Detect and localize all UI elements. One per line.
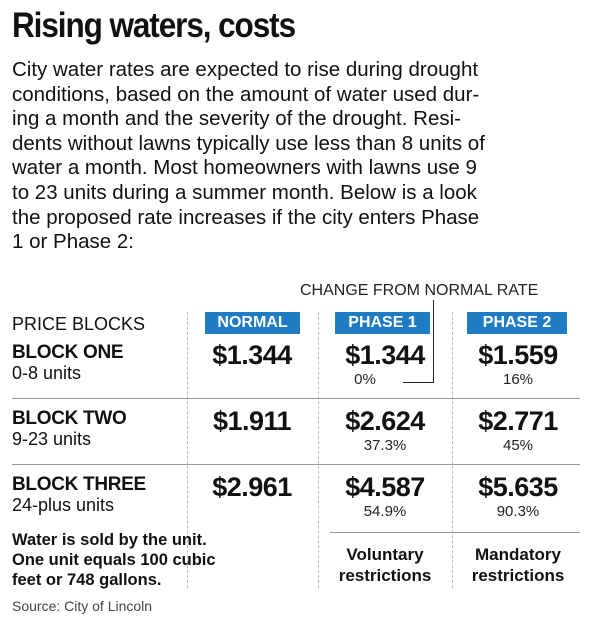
divider: [318, 312, 319, 588]
intro-line: ing a month and the severity of the drou…: [12, 107, 461, 131]
cell-normal: $2.961: [212, 472, 292, 502]
intro-line: conditions, based on the amount of water…: [12, 82, 480, 106]
block-one-label: BLOCK ONE 0-8 units: [12, 342, 124, 383]
intro-line: to 23 units during a summer month. Below…: [12, 180, 477, 204]
intro-line: 1 or Phase 2:: [12, 230, 134, 254]
cell-phase1: $2.624 37.3%: [345, 406, 425, 454]
row-divider: [12, 398, 580, 399]
title: Rising waters, costs: [12, 6, 296, 45]
cell-phase2: $5.635 90.3%: [478, 472, 558, 520]
header-phase2: PHASE 2: [467, 312, 567, 334]
intro-line: City water rates are expected to rise du…: [12, 58, 479, 81]
change-label: CHANGE FROM NORMAL RATE: [300, 282, 539, 299]
intro-text: City water rates are expected to rise du…: [12, 58, 592, 255]
cell-phase1: $1.344 0%: [345, 340, 425, 388]
cell-normal: $1.344: [212, 340, 292, 370]
leader-line: [403, 300, 434, 383]
header-phase1: PHASE 1: [335, 312, 430, 334]
intro-line: water a month. Most homeowners with lawn…: [12, 156, 477, 180]
cell-normal: $1.911: [212, 406, 292, 436]
row-divider: [12, 464, 580, 465]
cell-phase2: $1.559 16%: [478, 340, 558, 388]
source: Source: City of Lincoln: [12, 598, 153, 614]
intro-line: the proposed rate increases if the city …: [12, 205, 480, 229]
divider: [452, 312, 453, 588]
unit-note: Water is sold by the unit. One unit equal…: [12, 531, 216, 589]
cell-phase2: $2.771 45%: [478, 406, 558, 454]
block-three-label: BLOCK THREE 24-plus units: [12, 474, 146, 515]
header-normal: NORMAL: [205, 312, 300, 334]
cell-phase1: $4.587 54.9%: [345, 472, 425, 520]
phase1-footer: Voluntary restrictions: [338, 545, 432, 585]
price-blocks-label: PRICE BLOCKS: [12, 314, 146, 334]
intro-line: dents without lawns typically use less t…: [12, 131, 485, 155]
phase2-footer: Mandatory restrictions: [471, 545, 565, 585]
row-divider: [330, 532, 580, 533]
divider: [187, 312, 188, 588]
block-two-label: BLOCK TWO 9-23 units: [12, 408, 127, 449]
